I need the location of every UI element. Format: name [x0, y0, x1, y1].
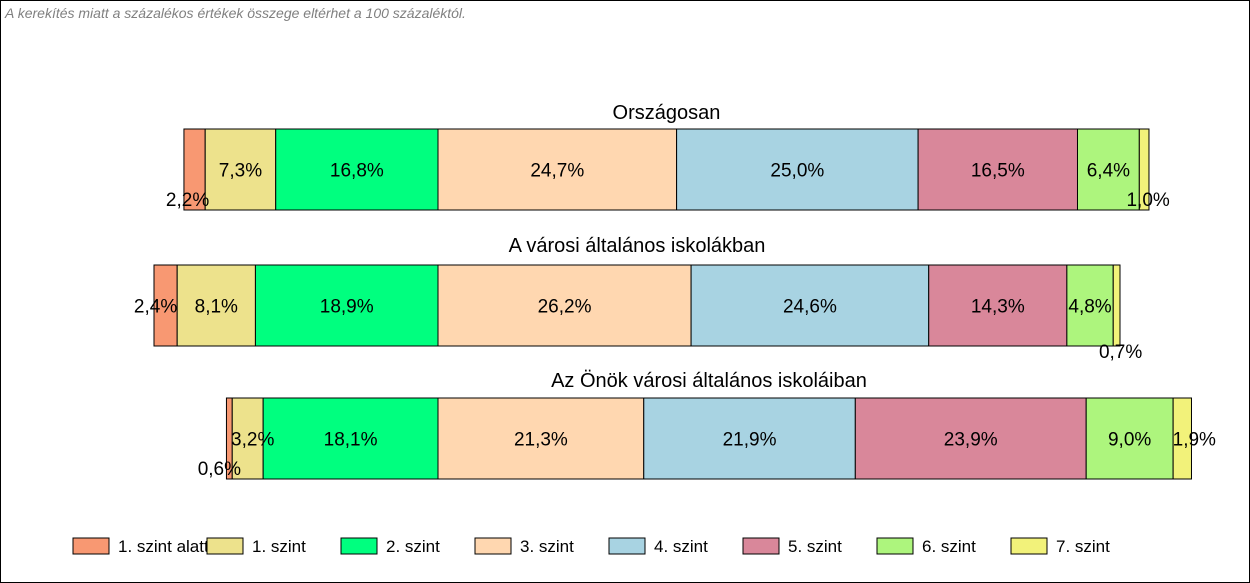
bar-segment-0-6 — [1076, 128, 1140, 211]
data-label-1-1: 8,1% — [195, 297, 238, 318]
data-label-0-5: 16,5% — [971, 161, 1025, 182]
legend-swatch-5 — [742, 537, 780, 555]
legend-label-5: 5. szint — [788, 537, 842, 556]
bar-segment-1-7 — [1112, 264, 1121, 347]
data-label-0-1: 7,3% — [219, 161, 262, 182]
legend-swatch-1 — [206, 537, 244, 555]
data-label-1-0: 2,4% — [134, 297, 177, 318]
bar-segment-0-3 — [437, 128, 678, 211]
data-label-0-4: 25,0% — [770, 161, 824, 182]
data-label-0-0: 2,2% — [166, 190, 209, 211]
bar-segment-2-4 — [643, 397, 856, 480]
data-label-1-4: 24,6% — [783, 297, 837, 318]
legend-swatch-4 — [608, 537, 646, 555]
rounding-note: A kerekítés miatt a százalékos értékek ö… — [5, 5, 466, 21]
legend-label-1: 1. szint — [252, 537, 306, 556]
data-label-2-2: 18,1% — [324, 430, 378, 451]
bar-segment-2-6 — [1085, 397, 1174, 480]
bar-segment-1-2 — [254, 264, 439, 347]
legend-label-3: 3. szint — [520, 537, 574, 556]
legend-swatch-7 — [1010, 537, 1048, 555]
legend-label-4: 4. szint — [654, 537, 708, 556]
legend-swatch-0 — [72, 537, 110, 555]
legend-label-2: 2. szint — [386, 537, 440, 556]
category-title-0: Országosan — [613, 102, 721, 124]
bar-segment-0-5 — [917, 128, 1078, 211]
data-label-0-3: 24,7% — [530, 161, 584, 182]
legend-swatch-2 — [340, 537, 378, 555]
bar-segment-0-4 — [676, 128, 919, 211]
bar-segment-0-7 — [1138, 128, 1150, 211]
legend-label-7: 7. szint — [1056, 537, 1110, 556]
category-title-2: Az Önök városi általános iskoláiban — [551, 370, 867, 392]
data-label-2-0: 0,6% — [198, 459, 241, 480]
data-label-2-7: 1,9% — [1173, 430, 1216, 451]
legend-swatch-3 — [474, 537, 512, 555]
legend: 1. szint alatti 1. szint 2. szint 3. szint 4… — [72, 537, 1110, 556]
bar-segment-1-4 — [690, 264, 930, 347]
data-label-1-5: 14,3% — [971, 297, 1025, 318]
data-label-1-2: 18,9% — [320, 297, 374, 318]
bar-segment-2-7 — [1172, 397, 1192, 480]
legend-label-0: 1. szint alatti — [118, 537, 213, 556]
labels-layer: Országosan 2,2% 7,3% 16,8% 24,7% 25,0% 16,5% 6,… — [134, 102, 1216, 480]
data-label-2-5: 23,9% — [944, 430, 998, 451]
bar-segment-2-5 — [854, 397, 1087, 480]
bar-segment-2-2 — [262, 397, 439, 480]
bar-segment-2-1 — [231, 397, 264, 480]
legend-swatch-6 — [876, 537, 914, 555]
data-label-1-7: 0,7% — [1099, 342, 1142, 363]
data-label-1-6: 4,8% — [1068, 297, 1111, 318]
bar-segment-2-3 — [437, 397, 645, 480]
data-label-2-6: 9,0% — [1108, 430, 1151, 451]
data-label-0-6: 6,4% — [1087, 161, 1130, 182]
data-label-1-3: 26,2% — [538, 297, 592, 318]
category-title-1: A városi általános iskolákban — [509, 235, 766, 257]
data-label-2-1: 3,2% — [231, 430, 274, 451]
bar-segment-0-1 — [204, 128, 277, 211]
data-label-2-4: 21,9% — [723, 430, 777, 451]
bars-layer — [153, 128, 1192, 480]
bar-segment-1-3 — [437, 264, 692, 347]
data-label-2-3: 21,3% — [514, 430, 568, 451]
bar-segment-1-6 — [1066, 264, 1114, 347]
legend-label-6: 6. szint — [922, 537, 976, 556]
data-label-0-2: 16,8% — [330, 161, 384, 182]
data-label-0-7: 1,0% — [1126, 190, 1169, 211]
